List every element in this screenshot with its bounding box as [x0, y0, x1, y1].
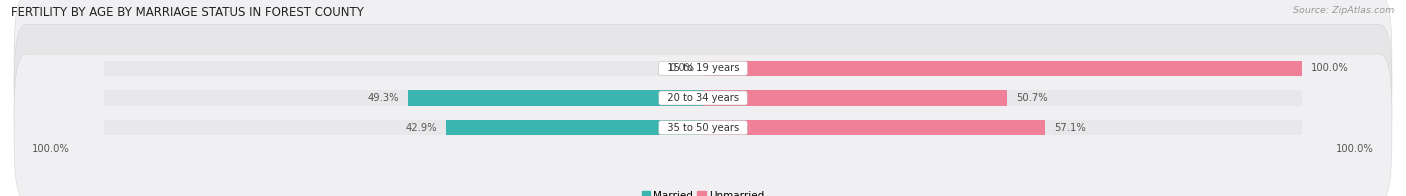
FancyBboxPatch shape	[14, 54, 1392, 196]
Bar	[446, 120, 703, 135]
Bar	[703, 61, 1302, 76]
Text: 57.1%: 57.1%	[1054, 123, 1085, 133]
Text: FERTILITY BY AGE BY MARRIAGE STATUS IN FOREST COUNTY: FERTILITY BY AGE BY MARRIAGE STATUS IN F…	[11, 6, 364, 19]
Bar	[703, 120, 1302, 135]
Text: 100.0%: 100.0%	[1310, 63, 1348, 73]
Text: 50.7%: 50.7%	[1015, 93, 1047, 103]
Text: 35 to 50 years: 35 to 50 years	[661, 123, 745, 133]
Bar	[703, 90, 1007, 106]
Text: 20 to 34 years: 20 to 34 years	[661, 93, 745, 103]
Text: 100.0%: 100.0%	[32, 144, 70, 154]
Legend: Married, Unmarried: Married, Unmarried	[638, 186, 768, 196]
Bar	[703, 120, 1045, 135]
Text: 0.0%: 0.0%	[669, 63, 695, 73]
FancyBboxPatch shape	[14, 0, 1392, 142]
FancyBboxPatch shape	[14, 24, 1392, 172]
Text: 49.3%: 49.3%	[367, 93, 399, 103]
Text: 42.9%: 42.9%	[405, 123, 437, 133]
Bar	[703, 61, 1302, 76]
Bar	[703, 90, 1302, 106]
Bar	[104, 90, 703, 106]
Bar	[104, 61, 703, 76]
Text: 100.0%: 100.0%	[1336, 144, 1374, 154]
Bar	[408, 90, 703, 106]
Text: Source: ZipAtlas.com: Source: ZipAtlas.com	[1294, 6, 1395, 15]
Text: 15 to 19 years: 15 to 19 years	[661, 63, 745, 73]
Bar	[104, 120, 703, 135]
